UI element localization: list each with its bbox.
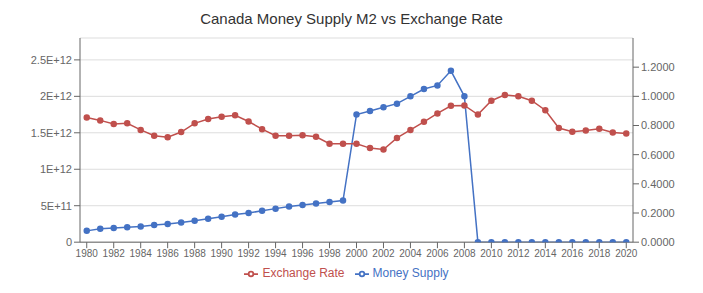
svg-text:1986: 1986 <box>157 248 180 259</box>
svg-text:2008: 2008 <box>453 248 476 259</box>
html-text:Canada Money Supply M2 vs Exch: Canada Money Supply M2 vs Exchange Rate <box>200 10 503 27</box>
svg-text:2.5E+12: 2.5E+12 <box>31 54 72 66</box>
svg-text:1994: 1994 <box>264 248 287 259</box>
svg-text:2E+12: 2E+12 <box>40 90 72 102</box>
svg-text:2000: 2000 <box>345 248 368 259</box>
html-text:Money Supply: Money Supply <box>372 266 449 281</box>
svg-text:2020: 2020 <box>615 248 638 259</box>
svg-text:1996: 1996 <box>291 248 314 259</box>
svg-text:0.4000: 0.4000 <box>641 178 675 190</box>
svg-text:2002: 2002 <box>372 248 395 259</box>
svg-text:2006: 2006 <box>426 248 449 259</box>
svg-text:1.2000: 1.2000 <box>641 61 675 73</box>
svg-text:0.0000: 0.0000 <box>641 236 675 248</box>
svg-text:1E+12: 1E+12 <box>40 163 72 175</box>
svg-text:0.8000: 0.8000 <box>641 119 675 131</box>
svg-text:0: 0 <box>66 236 72 248</box>
svg-text:0.6000: 0.6000 <box>641 149 675 161</box>
svg-text:2012: 2012 <box>507 248 530 259</box>
svg-text:2010: 2010 <box>480 248 503 259</box>
svg-text:1992: 1992 <box>237 248 260 259</box>
svg-text:2018: 2018 <box>588 248 611 259</box>
svg-text:1980: 1980 <box>76 248 99 259</box>
svg-text:5E+11: 5E+11 <box>41 200 72 212</box>
svg-text:2016: 2016 <box>561 248 584 259</box>
svg-text:0.2000: 0.2000 <box>641 207 675 219</box>
svg-text:1984: 1984 <box>130 248 153 259</box>
svg-text:2004: 2004 <box>399 248 422 259</box>
svg-text:1998: 1998 <box>318 248 341 259</box>
svg-text:1988: 1988 <box>184 248 207 259</box>
html-text:Exchange Rate: Exchange Rate <box>262 266 345 281</box>
svg-text:1.0000: 1.0000 <box>641 90 675 102</box>
svg-text:1982: 1982 <box>103 248 126 259</box>
svg-text:2014: 2014 <box>534 248 557 259</box>
svg-text:1990: 1990 <box>210 248 233 259</box>
svg-text:1.5E+12: 1.5E+12 <box>31 127 72 139</box>
